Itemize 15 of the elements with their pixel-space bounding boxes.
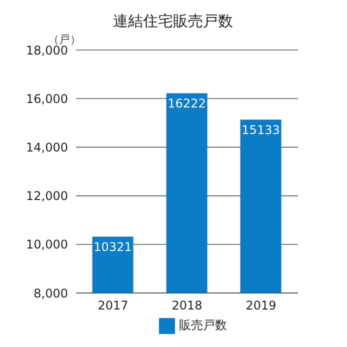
y-tick-label: 12,000 [26, 189, 68, 204]
y-tick-label: 10,000 [26, 238, 68, 252]
data-label: 15133 [242, 123, 280, 138]
x-tick-label: 2017 [98, 298, 128, 313]
y-tick-label: 18,000 [26, 43, 68, 58]
legend-label: 販売戸数 [179, 318, 227, 332]
y-tick-label: 8,000 [34, 286, 68, 300]
data-label: 10321 [94, 240, 132, 254]
y-tick-label: 16,000 [26, 92, 68, 106]
chart-title: 連結住宅販売戸数 [112, 12, 234, 31]
x-tick-label: 2018 [172, 298, 202, 313]
y-tick-label: 14,000 [26, 140, 68, 154]
data-label: 16222 [168, 96, 206, 111]
y-axis-title: （戸） [48, 32, 81, 46]
x-tick-label: 2019 [246, 298, 276, 313]
